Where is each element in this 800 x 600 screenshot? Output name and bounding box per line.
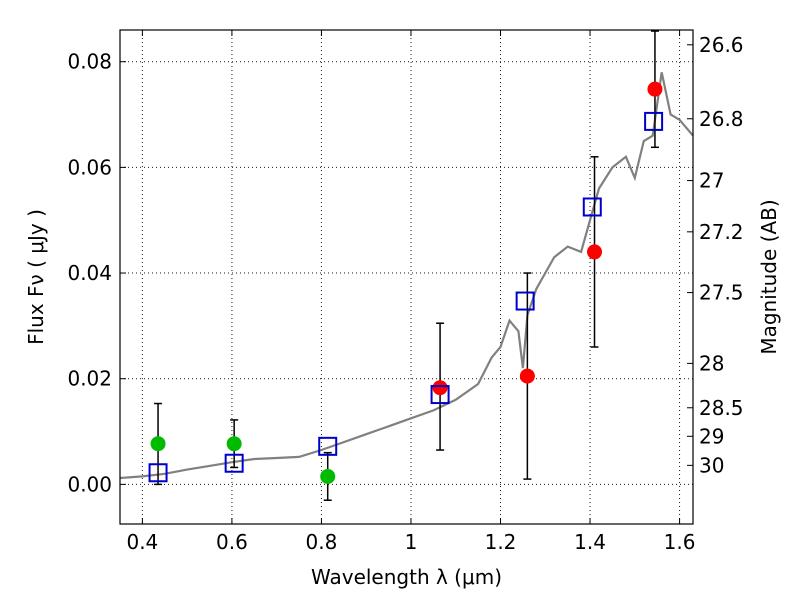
x-tick-label: 0.4 xyxy=(126,530,158,554)
model-spectrum-line xyxy=(119,72,694,480)
data-point xyxy=(587,244,603,260)
x-tick-label: 1.6 xyxy=(664,530,696,554)
x-tick-label: 0.8 xyxy=(306,530,338,554)
y-tick-label: 0.04 xyxy=(67,261,112,285)
data-point xyxy=(320,468,336,484)
y2-tick-label: 28 xyxy=(699,351,724,375)
model-point xyxy=(582,197,602,217)
y2-tick-label: 26.8 xyxy=(699,107,744,131)
x-axis-label: Wavelength λ (μm) xyxy=(311,565,502,589)
y-axis-label: Flux Fν ( μJy ) xyxy=(24,209,48,345)
y-tick-label: 0.06 xyxy=(67,155,112,179)
y2-tick-label: 27.2 xyxy=(699,220,744,244)
plot-frame xyxy=(119,29,694,525)
y-tick-label: 0.02 xyxy=(67,367,112,391)
y2-tick-label: 28.5 xyxy=(699,396,744,420)
model-point xyxy=(148,463,168,483)
y2-axis-label: Magnitude (AB) xyxy=(757,199,781,354)
data-point xyxy=(647,81,663,97)
tick-layer: 0.4 0.6 0.8 1 1.2 1.4 1.6 0.00 0.02 0.04 0.06 0.08 2… xyxy=(67,30,744,554)
x-tick-label: 0.6 xyxy=(216,530,248,554)
model-point xyxy=(644,111,664,131)
x-tick-label: 1 xyxy=(405,530,418,554)
x-tick-label: 1.2 xyxy=(485,530,517,554)
y-tick-label: 0.00 xyxy=(67,472,112,496)
data-point xyxy=(226,436,242,452)
y2-tick-label: 26.6 xyxy=(699,33,744,57)
grid-lines xyxy=(120,30,693,524)
model-point xyxy=(318,436,338,456)
y-tick-label: 0.08 xyxy=(67,50,112,74)
y2-tick-label: 29 xyxy=(699,424,724,448)
data-point xyxy=(432,380,448,396)
y2-tick-label: 27 xyxy=(699,169,724,193)
x-tick-label: 1.4 xyxy=(574,530,606,554)
y2-tick-label: 30 xyxy=(699,453,724,477)
model-point xyxy=(515,291,535,311)
model-point xyxy=(224,453,244,473)
y2-tick-label: 27.5 xyxy=(699,281,744,305)
data-layer xyxy=(119,30,694,501)
data-point xyxy=(519,368,535,384)
model-point xyxy=(430,385,450,405)
data-point xyxy=(150,436,166,452)
